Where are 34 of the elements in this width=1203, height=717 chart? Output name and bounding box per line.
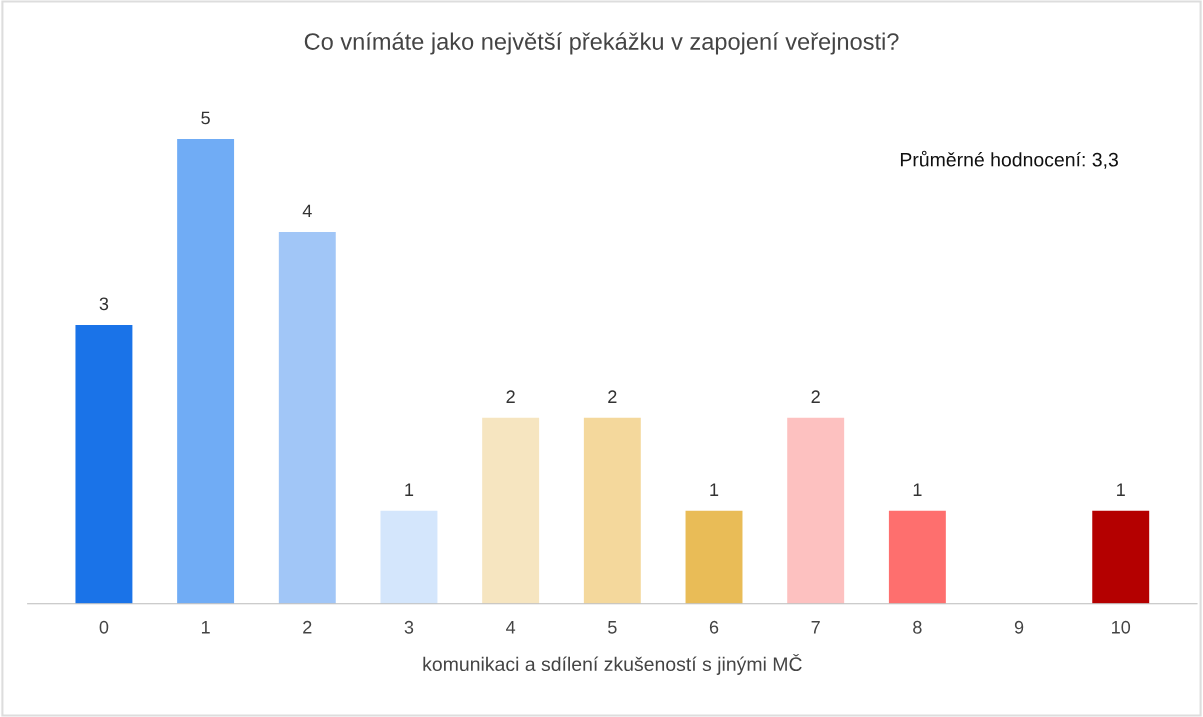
bar (888, 510, 946, 604)
bar (177, 138, 235, 604)
x-tick-label: 7 (811, 621, 820, 634)
data-label: 1 (710, 483, 719, 496)
data-label: 2 (608, 390, 617, 403)
bar (583, 417, 641, 604)
x-tick-label: 2 (303, 620, 312, 634)
data-label: 5 (201, 111, 210, 125)
data-label: 3 (99, 297, 109, 311)
x-tick-label: 4 (506, 621, 516, 634)
bar (1092, 510, 1150, 604)
bar (75, 324, 133, 604)
x-tick-label: 3 (404, 620, 414, 634)
bar (482, 417, 540, 604)
data-label: 4 (302, 204, 312, 218)
bar (278, 231, 336, 604)
x-tick-label: 5 (608, 621, 617, 634)
x-tick-label: 10 (1112, 620, 1131, 634)
bar (380, 510, 438, 604)
x-tick-label: 6 (709, 620, 719, 634)
data-label: 2 (811, 390, 820, 403)
data-label: 2 (506, 390, 515, 403)
bar (787, 417, 845, 604)
chart-title: Co vnímáte jako největší překážku v zapojení veřejnosti? (304, 32, 899, 55)
data-label: 1 (1117, 483, 1125, 496)
x-tick-label: 8 (913, 620, 922, 634)
x-tick-label: 1 (201, 621, 210, 634)
data-label: 1 (913, 483, 922, 496)
data-label: 1 (405, 483, 414, 496)
bar (685, 510, 743, 604)
x-tick-label: 9 (1014, 620, 1024, 634)
annotation: Průměrné hodnocení: 3,3 (900, 150, 1118, 169)
x-axis-title: komunikaci a sdílení zkušeností s jinými MČ (423, 653, 802, 675)
x-tick-label: 0 (99, 620, 109, 634)
